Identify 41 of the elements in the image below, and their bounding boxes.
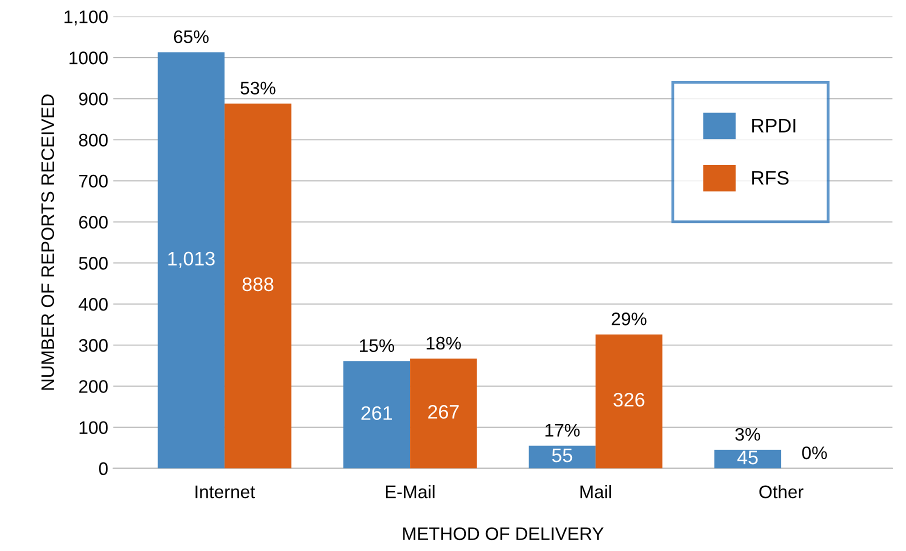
y-tick-label: 900 (79, 92, 108, 106)
annotation: 17% (546, 424, 580, 437)
bar (158, 52, 225, 468)
y-tick-label: 1,100 (64, 10, 108, 26)
bar (410, 358, 477, 468)
annotation: 53% (240, 82, 276, 94)
x-tick-label: Other (759, 485, 804, 498)
y-tick-label: 0 (99, 462, 108, 476)
bar (224, 104, 292, 468)
data-label: 261 (361, 406, 392, 420)
y-tick-label: 500 (78, 256, 108, 270)
bar (528, 446, 596, 468)
annotation: 18% (426, 336, 461, 350)
annotation: 0% (802, 446, 827, 460)
data-label: 1,013 (168, 252, 215, 268)
y-tick-label: 700 (79, 174, 108, 188)
y-tick-label: 800 (79, 134, 108, 146)
y-axis-title: NUMBER OF REPORTS RECEIVED (41, 94, 54, 390)
bar (596, 334, 662, 468)
data-label: 45 (737, 450, 758, 464)
x-tick-label: E-Mail (386, 485, 434, 498)
annotation: 3% (735, 428, 760, 441)
x-axis-title: METHOD OF DELIVERY (403, 527, 604, 540)
y-tick-label: 200 (79, 380, 108, 393)
y-tick-label: 300 (78, 339, 108, 352)
x-tick-label: Mail (580, 485, 611, 498)
data-label: 55 (552, 448, 572, 462)
y-tick-label: 400 (78, 298, 108, 311)
legend-label: RPDI (752, 118, 796, 132)
data-label: 267 (428, 404, 459, 419)
y-tick-label: 100 (80, 421, 108, 434)
y-tick-label: 600 (79, 216, 108, 229)
data-label: 888 (242, 277, 274, 292)
x-tick-label: Internet (196, 486, 256, 498)
legend-label: RFS (752, 170, 789, 185)
data-label: 326 (614, 392, 644, 407)
bar (343, 361, 410, 468)
y-tick-label: 1000 (70, 52, 108, 64)
annotation: 29% (612, 312, 646, 326)
annotation: 15% (360, 339, 394, 352)
annotation: 65% (174, 30, 209, 44)
